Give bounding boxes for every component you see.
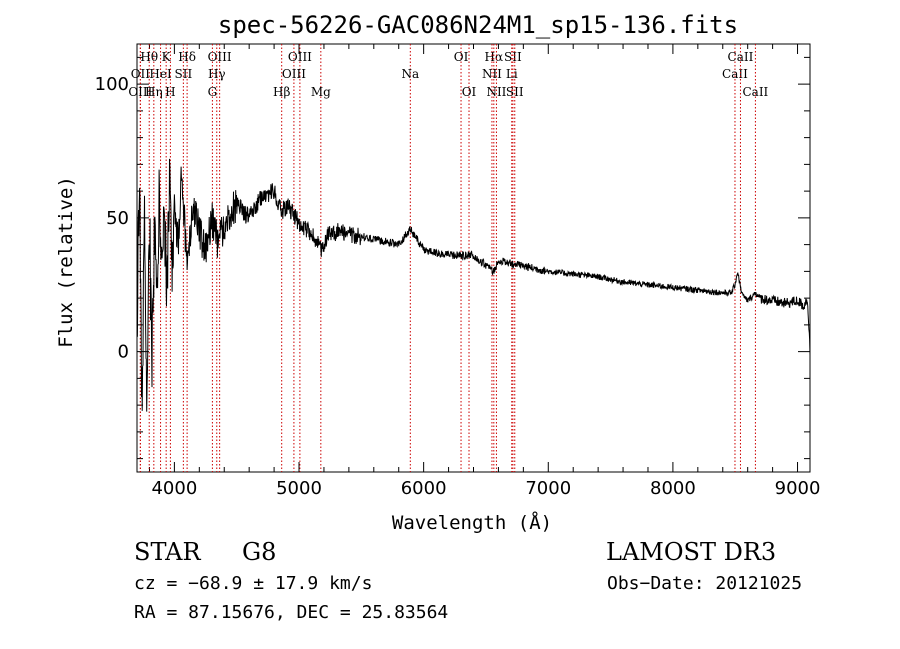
line-marker-label: OIII bbox=[128, 85, 152, 99]
line-marker-label: NII bbox=[486, 85, 506, 99]
line-marker-label: HeI bbox=[149, 67, 172, 81]
spectrum-line bbox=[136, 158, 811, 412]
survey-name: LAMOST DR3 bbox=[606, 538, 777, 566]
y-tick-label: 0 bbox=[118, 342, 129, 363]
line-marker-label: Na bbox=[401, 67, 419, 81]
line-marker-label: OI bbox=[462, 85, 477, 99]
x-tick-label: 9000 bbox=[775, 478, 821, 499]
line-marker-label: Mg bbox=[311, 85, 331, 99]
y-tick-label: 50 bbox=[106, 208, 129, 229]
observation-date: Obs−Date: 20121025 bbox=[607, 573, 803, 594]
line-marker-label: SII bbox=[506, 85, 524, 99]
line-marker-label: H bbox=[165, 85, 175, 99]
object-class: STAR bbox=[134, 538, 201, 566]
x-axis-label: Wavelength (Å) bbox=[392, 511, 552, 534]
line-marker-label: G bbox=[208, 85, 218, 99]
x-tick-label: 8000 bbox=[650, 478, 696, 499]
line-marker-label: NII bbox=[482, 67, 502, 81]
line-marker-label: Hβ bbox=[273, 85, 290, 99]
line-marker-label: SII bbox=[175, 67, 193, 81]
line-marker-label: Hγ bbox=[208, 67, 226, 81]
line-marker-label: Hδ bbox=[178, 50, 196, 64]
redshift-velocity: cz = −68.9 ± 17.9 km/s bbox=[134, 573, 373, 594]
x-tick-label: 6000 bbox=[401, 478, 447, 499]
line-marker-label: OIII bbox=[282, 67, 306, 81]
line-marker-label: Li bbox=[506, 67, 518, 81]
coordinates: RA = 87.15676, DEC = 25.83564 bbox=[134, 602, 449, 623]
y-tick-label: 100 bbox=[95, 74, 129, 95]
x-tick-label: 4000 bbox=[151, 478, 197, 499]
object-subclass: G8 bbox=[242, 538, 277, 566]
x-tick-label: 7000 bbox=[525, 478, 571, 499]
y-axis-label: Flux (relative) bbox=[55, 176, 77, 348]
line-marker-label: OIII bbox=[288, 50, 312, 64]
chart-title: spec-56226-GAC086N24M1_sp15-136.fits bbox=[218, 11, 738, 39]
line-marker-label: Hη bbox=[145, 85, 163, 99]
line-marker-label: CaII bbox=[728, 50, 754, 64]
line-marker-label: OII bbox=[131, 67, 151, 81]
x-tick-label: 5000 bbox=[276, 478, 322, 499]
line-marker-label: OI bbox=[454, 50, 469, 64]
line-marker-label: Hα bbox=[485, 50, 504, 64]
line-marker-label: CaII bbox=[742, 85, 768, 99]
plot-area: 4000 5000 6000 7000 8000 9000050100HθOIIOIIIH… bbox=[95, 43, 821, 499]
line-marker-label: CaII bbox=[722, 67, 748, 81]
line-marker-label: Hθ bbox=[140, 50, 158, 64]
line-marker-label: SII bbox=[504, 50, 522, 64]
line-marker-label: K bbox=[162, 50, 172, 64]
line-marker-label: OIII bbox=[208, 50, 232, 64]
